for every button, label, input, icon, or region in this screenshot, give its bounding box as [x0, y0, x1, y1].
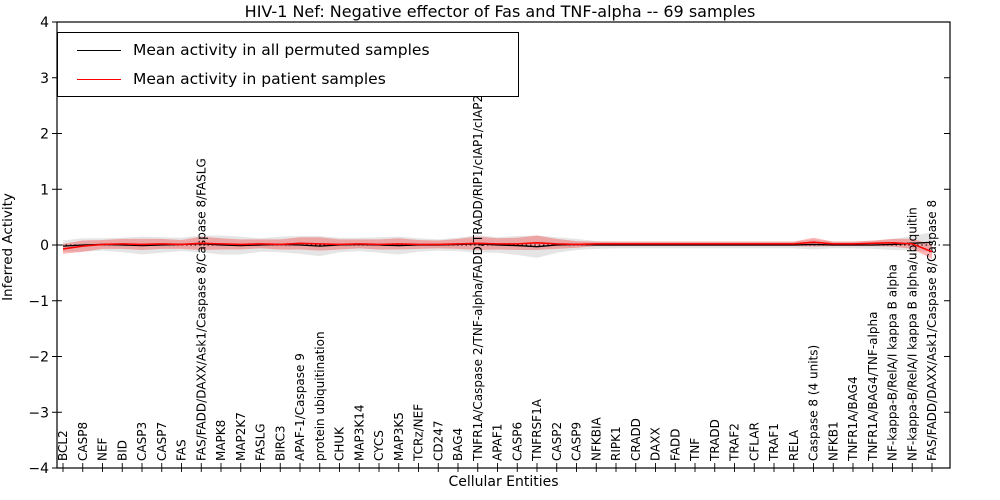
category-label: TNF [688, 438, 702, 462]
category-label: CASP8 [76, 422, 90, 461]
category-label: TRADD [708, 419, 722, 462]
category-label: TNFRSF1A [530, 398, 544, 462]
chart-title: HIV-1 Nef: Negative effector of Fas and … [244, 2, 756, 21]
patient-band [63, 235, 932, 259]
y-tick-label: −3 [28, 405, 49, 421]
x-axis-label: Cellular Entities [448, 474, 559, 490]
category-label: CD247 [431, 420, 445, 461]
y-tick-label: −4 [28, 461, 49, 477]
category-label: APAF-1/Caspase 9 [293, 353, 307, 461]
category-label: BCL2 [56, 430, 70, 461]
category-label: MAP2K7 [234, 412, 248, 461]
category-label: CYCS [372, 430, 386, 461]
category-label: BIRC3 [273, 425, 287, 461]
category-label: FAS/FADD/DAXX/Ask1/Caspase 8/Caspase 8 [925, 200, 939, 461]
category-label: MAPK8 [214, 420, 228, 461]
y-tick-label: −1 [28, 294, 49, 310]
y-tick-label: 4 [40, 15, 49, 31]
category-label: CASP7 [155, 422, 169, 461]
category-label: APAF1 [491, 424, 505, 461]
permuted-line-swatch [77, 49, 121, 51]
category-label: CFLAR [747, 422, 761, 461]
category-label: CHUK [333, 426, 347, 461]
category-label: BID [115, 440, 129, 461]
category-label: FAS [175, 439, 189, 461]
category-label: Caspase 8 (4 units) [807, 345, 821, 461]
y-tick-label: 2 [40, 127, 49, 143]
category-label: NEF [96, 437, 110, 461]
patient-mean-line [62, 241, 933, 253]
category-label: CASP9 [570, 422, 584, 461]
category-label: TNFR1A/Caspase 2/TNF-alpha/FADD/TRADD/RI… [471, 53, 485, 462]
category-label: FADD [668, 429, 682, 462]
y-tick-label: 0 [40, 238, 49, 254]
y-tick-label: 3 [40, 71, 49, 87]
category-label: TRAF2 [728, 423, 742, 462]
y-tick-label: 1 [40, 182, 49, 198]
category-label: NF-kappa-B/RelA/I kappa B alpha [886, 264, 900, 461]
category-label: TRAF1 [767, 423, 781, 462]
legend-label-patient: Mean activity in patient samples [133, 70, 386, 88]
legend-entry-permuted: Mean activity in all permuted samples [58, 36, 518, 65]
category-label: BAG4 [451, 428, 465, 461]
category-label: MAP3K5 [392, 412, 406, 461]
category-label: RELA [787, 429, 801, 461]
legend-entry-patient: Mean activity in patient samples [58, 65, 518, 94]
category-label: DAXX [649, 427, 663, 461]
category-label: NFKBIA [589, 416, 603, 461]
category-label: protein ubiquitination [313, 331, 327, 461]
category-label: TNFR1A/BAG4/TNF-alpha [866, 312, 880, 462]
category-label: TNFR1A/BAG4 [846, 376, 860, 462]
category-label: TCRz/NEF [412, 404, 426, 462]
category-label: FAS/FADD/DAXX/Ask1/Caspase 8/Caspase 8/F… [194, 158, 208, 461]
category-label: RIPK1 [609, 426, 623, 461]
category-label: NF-kappa-B/RelA/I kappa B alpha/ubiquiti… [905, 207, 919, 461]
legend-label-permuted: Mean activity in all permuted samples [133, 41, 430, 59]
patient-line-swatch [77, 78, 121, 80]
category-label: FASLG [254, 423, 268, 461]
category-label: CASP2 [550, 422, 564, 461]
legend: Mean activity in all permuted samples Me… [57, 32, 519, 97]
category-label: CRADD [629, 418, 643, 461]
category-label: CASP3 [135, 422, 149, 461]
category-label: NFKB1 [826, 421, 840, 461]
category-label: CASP6 [510, 422, 524, 461]
y-tick-label: −2 [28, 350, 49, 366]
category-label: MAP3K14 [352, 404, 366, 461]
